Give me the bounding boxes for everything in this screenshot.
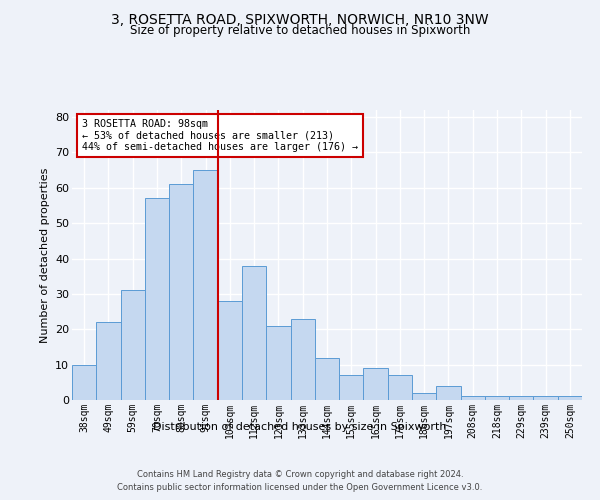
Bar (242, 266, 266, 400)
Bar (436, 386, 461, 400)
Bar (558, 396, 582, 400)
Text: Contains HM Land Registry data © Crown copyright and database right 2024.: Contains HM Land Registry data © Crown c… (137, 470, 463, 479)
Bar (412, 393, 436, 400)
Text: Contains public sector information licensed under the Open Government Licence v3: Contains public sector information licen… (118, 482, 482, 492)
Bar (218, 301, 242, 400)
Bar (339, 375, 364, 400)
Bar (533, 396, 558, 400)
Bar (388, 375, 412, 400)
Bar (509, 396, 533, 400)
Bar (290, 318, 315, 400)
Bar (169, 184, 193, 400)
Text: 3, ROSETTA ROAD, SPIXWORTH, NORWICH, NR10 3NW: 3, ROSETTA ROAD, SPIXWORTH, NORWICH, NR1… (111, 12, 489, 26)
Bar (96, 322, 121, 400)
Y-axis label: Number of detached properties: Number of detached properties (40, 168, 50, 342)
Bar (145, 198, 169, 400)
Bar (72, 364, 96, 400)
Text: Distribution of detached houses by size in Spixworth: Distribution of detached houses by size … (153, 422, 447, 432)
Bar (364, 368, 388, 400)
Bar (193, 170, 218, 400)
Bar (461, 396, 485, 400)
Bar (485, 396, 509, 400)
Bar (266, 326, 290, 400)
Bar (315, 358, 339, 400)
Text: 3 ROSETTA ROAD: 98sqm
← 53% of detached houses are smaller (213)
44% of semi-det: 3 ROSETTA ROAD: 98sqm ← 53% of detached … (82, 118, 358, 152)
Bar (121, 290, 145, 400)
Text: Size of property relative to detached houses in Spixworth: Size of property relative to detached ho… (130, 24, 470, 37)
